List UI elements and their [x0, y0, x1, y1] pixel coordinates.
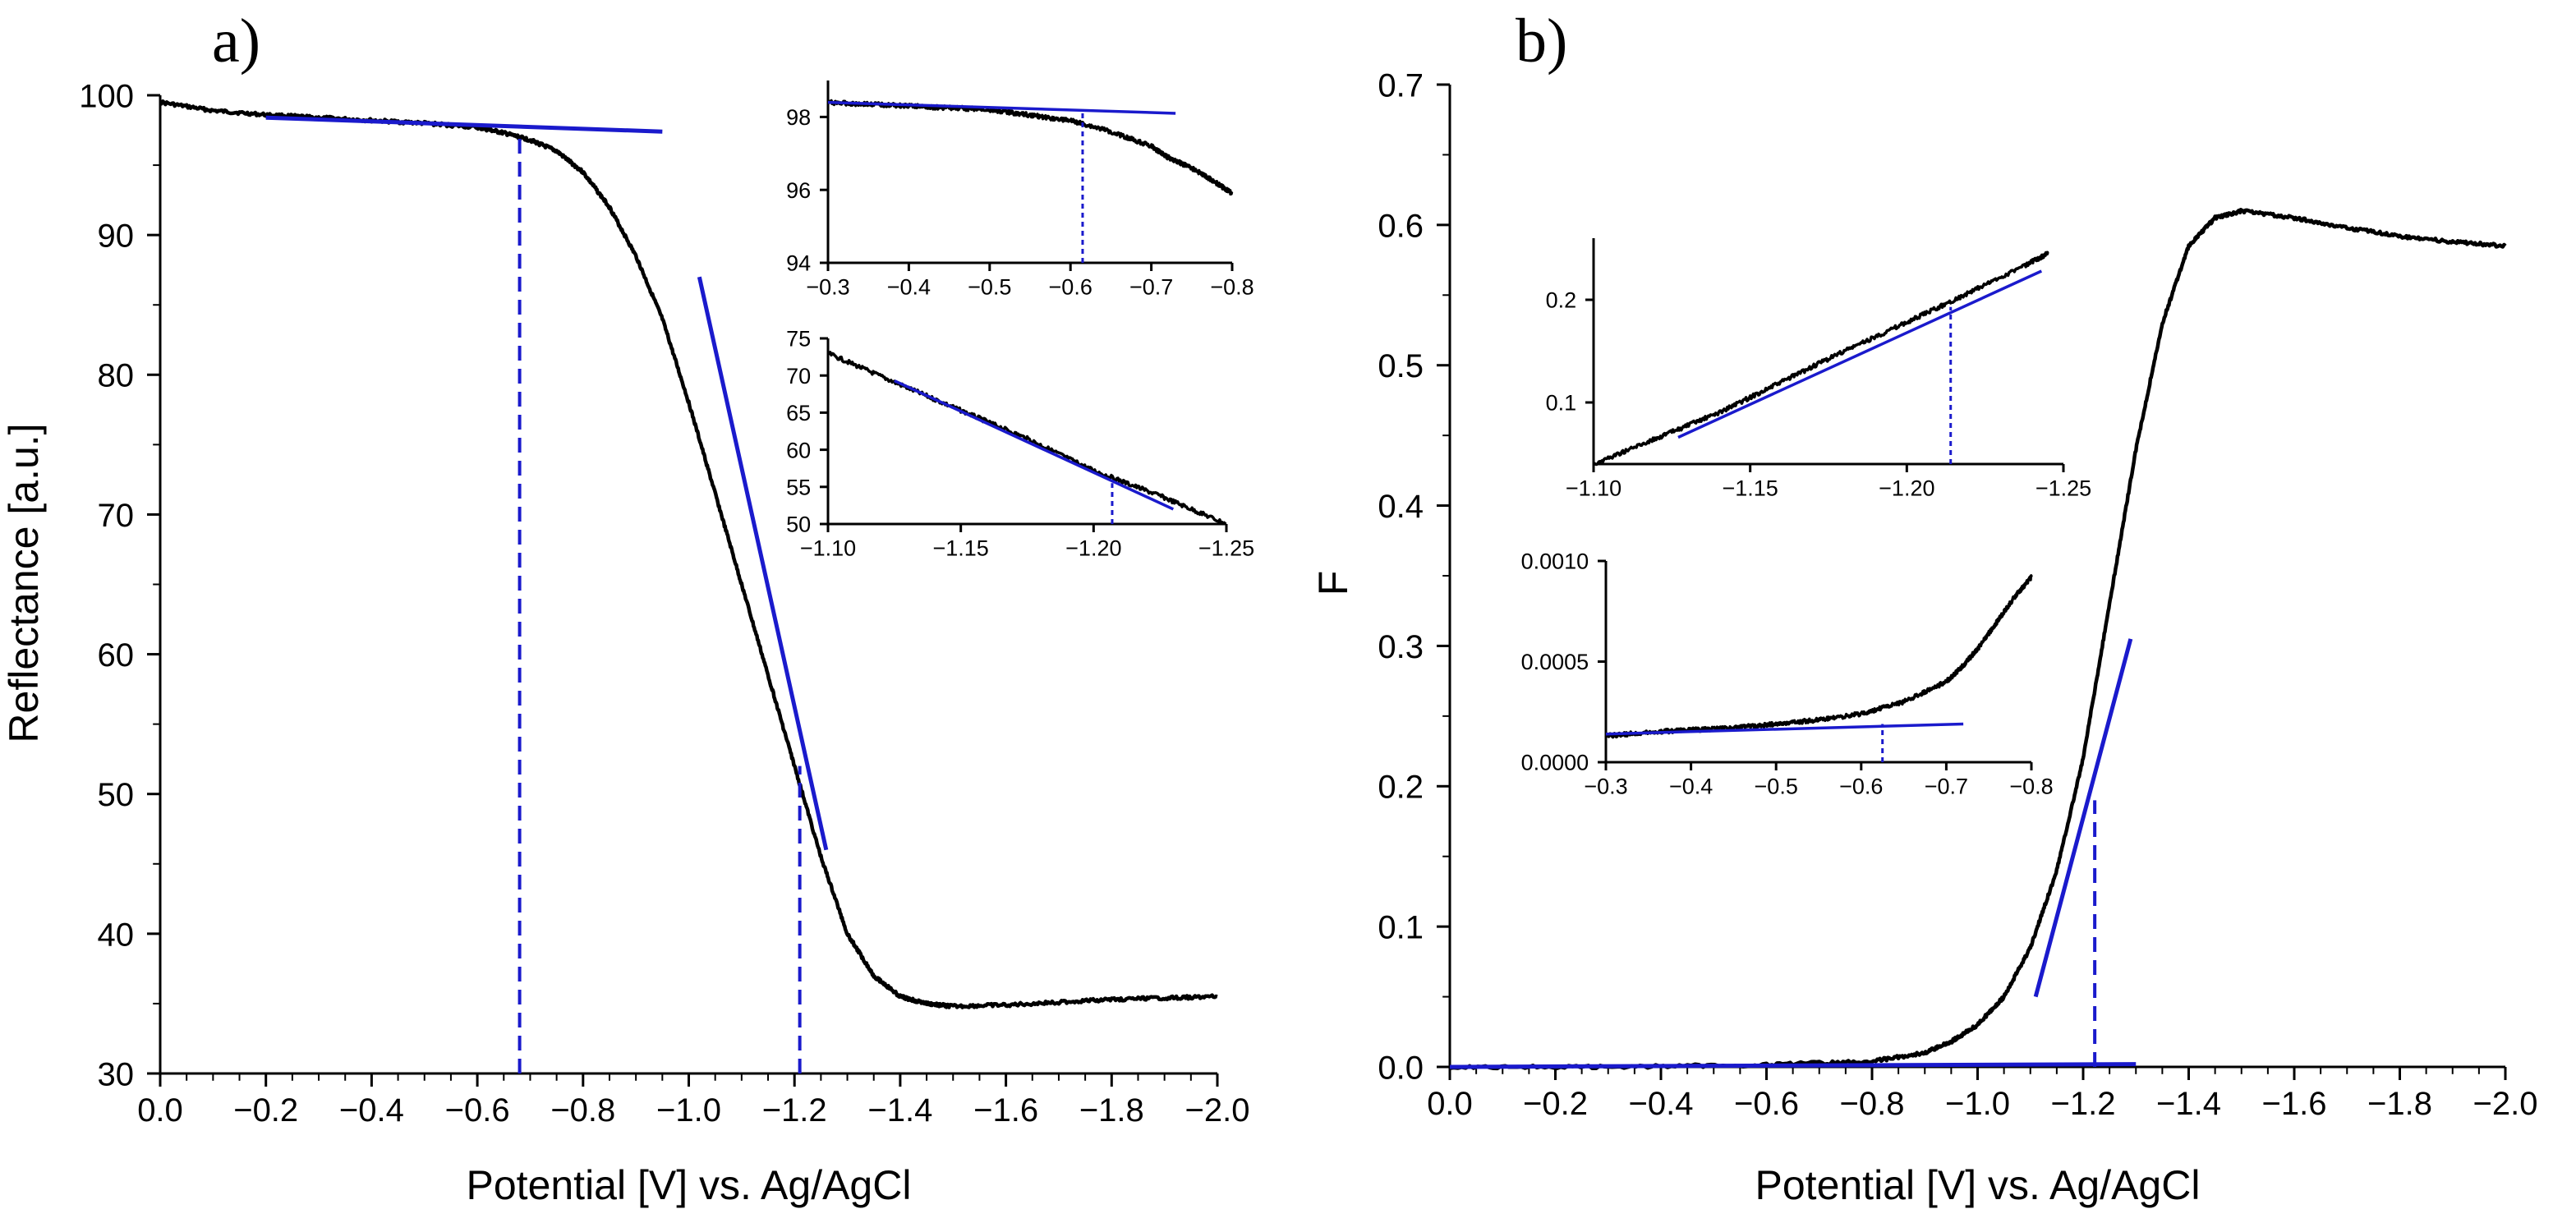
inset-b-bottom-x-tick-label: −0.5 [1755, 774, 1798, 798]
panel-a-fit-line-1 [265, 115, 663, 134]
panel-a-x-tick-label: −1.2 [762, 1092, 827, 1129]
panel-b-x-tick-label: −1.4 [2156, 1086, 2221, 1122]
panel-a-label: a) [212, 7, 260, 76]
panel-b-y-tick-label: 0.5 [1378, 348, 1424, 384]
inset-a-bottom: −1.10 −1.15 −1.20 −1.25 50 55 60 65 70 75 [786, 327, 1254, 561]
panel-b-x-tick-label: −0.2 [1523, 1086, 1588, 1122]
inset-b-bottom-x-tick-label: −0.4 [1669, 774, 1713, 798]
panel-b-y-tick-label: 0.4 [1378, 489, 1424, 525]
panel-b-x-tick-label: −1.8 [2367, 1086, 2432, 1122]
panel-a-y-tick-label: 30 [98, 1056, 135, 1092]
panel-a-y-tick-label: 100 [79, 78, 134, 114]
inset-a-top-y-tick-label: 96 [786, 178, 811, 203]
inset-a-bottom-x-tick-label: −1.20 [1065, 536, 1121, 560]
panel-b-x-tick-label: −1.0 [1945, 1086, 2010, 1122]
inset-a-bottom-data-line [827, 351, 1227, 526]
inset-b-top-x-tick-label: −1.10 [1566, 476, 1622, 500]
inset-a-bottom-y-tick-label: 75 [786, 327, 811, 352]
inset-a-bottom-y-tick-label: 55 [786, 476, 811, 500]
panel-a-x-tick-label: −1.4 [867, 1092, 932, 1129]
inset-b-top-x-tick-label: −1.25 [2036, 476, 2091, 500]
panel-a-x-tick-label: −1.8 [1079, 1092, 1144, 1129]
panel-b-x-tick-label: −2.0 [2473, 1086, 2538, 1122]
inset-a-top-x-tick-label: −0.7 [1129, 274, 1173, 299]
inset-b-top: −1.10 −1.15 −1.20 −1.25 0.1 0.2 [1546, 238, 2091, 500]
inset-b-bottom-y-tick-label: 0.0000 [1521, 751, 1589, 775]
inset-a-bottom-fit-line [894, 379, 1175, 511]
inset-b-top-fit-line [1677, 269, 2043, 439]
panel-a-y-axis-title: Reflectance [a.u.] [1, 423, 47, 742]
inset-a-bottom-y-tick-label: 60 [786, 438, 811, 462]
inset-a-top-x-tick-label: −0.4 [887, 274, 931, 299]
panel-a-fit-line-2 [697, 276, 829, 851]
inset-b-top-y-tick-label: 0.1 [1546, 391, 1577, 416]
panel-a-x-tick-label: −1.6 [973, 1092, 1038, 1129]
inset-b-bottom-fit-line [1605, 722, 1964, 736]
inset-a-bottom-y-tick-label: 70 [786, 364, 811, 388]
panel-b-label: b) [1516, 7, 1567, 76]
inset-a-bottom-x-tick-label: −1.15 [933, 536, 989, 560]
inset-b-top-data-line [1592, 251, 2049, 467]
inset-a-top-fit-line [827, 100, 1176, 115]
panel-b-fit-line-2 [2033, 638, 2133, 998]
panel-a-x-tick-label: −0.8 [550, 1092, 615, 1129]
panel-a-y-tick-label: 90 [98, 218, 135, 255]
inset-b-top-x-tick-label: −1.15 [1723, 476, 1778, 500]
panel-a-data-line [159, 99, 1218, 1009]
panel-a-x-tick-label: −0.6 [445, 1092, 510, 1129]
panel-b-x-tick-label: −0.4 [1629, 1086, 1694, 1122]
panel-b: 0.0 −0.2 −0.4 −0.6 −0.8 −1.0 −1.2 −1.4 −1.6 −1.8 −… [1310, 7, 2537, 1208]
inset-a-top: −0.3 −0.4 −0.5 −0.6 −0.7 −0.8 94 96 98 [786, 80, 1254, 299]
panel-a-x-tick-label: −2.0 [1185, 1092, 1250, 1129]
panel-a-x-tick-label: −0.2 [233, 1092, 298, 1129]
panel-b-x-tick-label: −0.6 [1734, 1086, 1799, 1122]
inset-b-bottom-y-tick-label: 0.0010 [1521, 549, 1589, 574]
panel-b-y-tick-label: 0.7 [1378, 67, 1424, 103]
inset-b-bottom: −0.3 −0.4 −0.5 −0.6 −0.7 −0.8 0.0000 0.0005 0.00… [1521, 549, 2054, 799]
panel-a-x-tick-label: 0.0 [137, 1092, 183, 1129]
panel-a-y-tick-label: 80 [98, 358, 135, 394]
inset-a-top-x-tick-label: −0.6 [1049, 274, 1092, 299]
inset-a-top-x-tick-label: −0.8 [1210, 274, 1254, 299]
inset-a-bottom-y-tick-label: 65 [786, 401, 811, 425]
panel-b-fit-line-1 [1449, 1062, 2137, 1069]
panel-b-y-tick-label: 0.3 [1378, 629, 1424, 665]
inset-a-top-y-tick-label: 98 [786, 105, 811, 130]
panel-b-y-tick-label: 0.2 [1378, 770, 1424, 806]
panel-a-x-axis-title: Potential [V] vs. Ag/AgCl [467, 1162, 912, 1208]
panel-a-y-tick-label: 50 [98, 777, 135, 813]
inset-b-bottom-x-tick-label: −0.3 [1584, 774, 1627, 798]
inset-a-top-x-tick-label: −0.3 [806, 274, 849, 299]
inset-b-bottom-y-tick-label: 0.0005 [1521, 650, 1589, 674]
panel-a: 0.0 −0.2 −0.4 −0.6 −0.8 −1.0 −1.2 −1.4 −1.6 −1.8 −… [1, 7, 1254, 1208]
panel-b-y-tick-label: 0.0 [1378, 1050, 1424, 1086]
panel-b-x-tick-label: −1.2 [2051, 1086, 2116, 1122]
panel-b-x-tick-label: 0.0 [1427, 1086, 1473, 1122]
inset-b-bottom-x-tick-label: −0.6 [1839, 774, 1883, 798]
inset-a-top-y-tick-label: 94 [786, 251, 811, 276]
panel-a-y-tick-label: 40 [98, 917, 135, 953]
panel-b-data-line [1449, 207, 2507, 1071]
inset-b-bottom-x-tick-label: −0.8 [2009, 774, 2053, 798]
panel-a-x-tick-label: −1.0 [656, 1092, 721, 1129]
panel-a-x-tick-label: −0.4 [339, 1092, 404, 1129]
panel-b-y-tick-label: 0.6 [1378, 208, 1424, 244]
panel-b-y-axis-title: F [1310, 571, 1356, 596]
inset-a-top-x-tick-label: −0.5 [968, 274, 1011, 299]
inset-b-bottom-data-line [1604, 574, 2033, 739]
panel-a-y-tick-label: 70 [98, 498, 135, 534]
inset-a-top-data-line [826, 99, 1234, 196]
panel-b-x-tick-label: −0.8 [1840, 1086, 1905, 1122]
inset-b-top-x-tick-label: −1.20 [1879, 476, 1934, 500]
panel-b-x-axis-title: Potential [V] vs. Ag/AgCl [1755, 1162, 2201, 1208]
inset-b-top-y-tick-label: 0.2 [1546, 288, 1577, 313]
inset-a-bottom-y-tick-label: 50 [786, 513, 811, 537]
panel-a-y-tick-label: 60 [98, 637, 135, 673]
inset-a-bottom-x-tick-label: −1.10 [800, 536, 856, 560]
panel-b-x-tick-label: −1.6 [2262, 1086, 2327, 1122]
inset-b-bottom-x-tick-label: −0.7 [1925, 774, 1968, 798]
inset-a-bottom-x-tick-label: −1.25 [1198, 536, 1254, 560]
panel-b-y-tick-label: 0.1 [1378, 910, 1424, 946]
